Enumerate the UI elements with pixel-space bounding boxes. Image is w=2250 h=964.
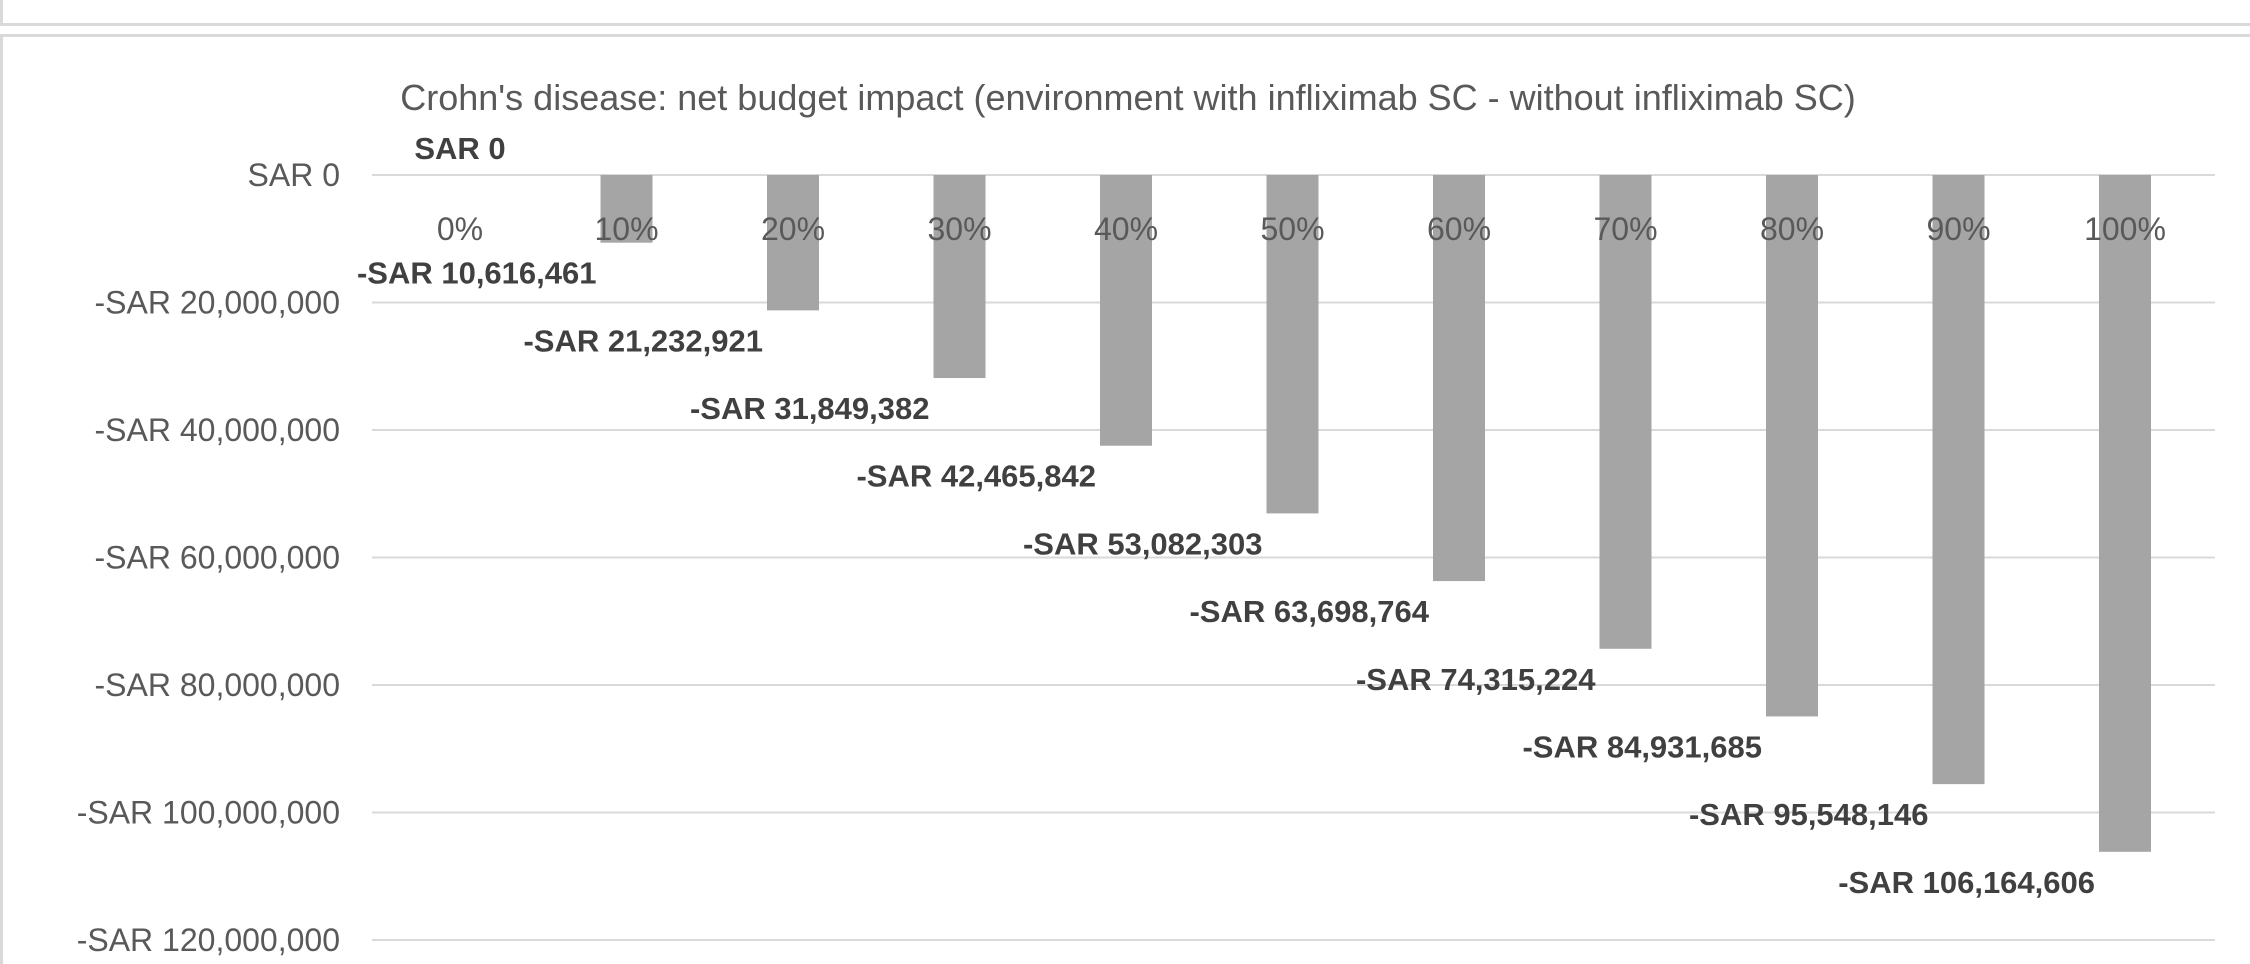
x-tick-label: 50% [1260, 211, 1324, 247]
x-tick-label: 20% [761, 211, 825, 247]
data-label: -SAR 63,698,764 [1189, 594, 1429, 629]
x-tick-label: 30% [927, 211, 991, 247]
y-tick-label: -SAR 100,000,000 [77, 795, 340, 831]
data-label: -SAR 95,548,146 [1689, 797, 1929, 832]
y-tick-label: -SAR 20,000,000 [95, 285, 341, 321]
previous-panel-edge [0, 0, 2250, 26]
x-tick-label: 0% [437, 211, 483, 247]
data-labels: SAR 0 -SAR 10,616,461 -SAR 21,232,921 -SAR … [357, 131, 2095, 900]
data-label: -SAR 10,616,461 [357, 256, 597, 291]
data-label: -SAR 106,164,606 [1838, 865, 2095, 900]
data-label: -SAR 42,465,842 [856, 459, 1096, 494]
x-tick-label: 100% [2084, 211, 2166, 247]
data-label: -SAR 74,315,224 [1356, 662, 1596, 697]
x-tick-label: 10% [594, 211, 658, 247]
bar [1766, 175, 1818, 717]
y-tick-label: SAR 0 [248, 157, 340, 193]
x-tick-label: 90% [1926, 211, 1990, 247]
bar [2099, 175, 2151, 852]
bar [1599, 175, 1652, 649]
data-label: -SAR 21,232,921 [523, 323, 763, 358]
bar [767, 175, 819, 311]
bar [600, 175, 653, 243]
y-tick-label: -SAR 120,000,000 [77, 922, 340, 958]
data-label: -SAR 31,849,382 [690, 391, 930, 426]
bar [1100, 175, 1152, 446]
data-label: -SAR 53,082,303 [1023, 526, 1263, 561]
data-label: SAR 0 [414, 131, 505, 166]
y-tick-label: -SAR 60,000,000 [95, 540, 341, 576]
bars [600, 175, 2151, 852]
data-label: -SAR 84,931,685 [1522, 729, 1762, 764]
x-tick-label: 80% [1760, 211, 1824, 247]
bar [1266, 175, 1319, 514]
y-tick-label: -SAR 80,000,000 [95, 667, 341, 703]
y-axis-ticks: SAR 0 -SAR 20,000,000 -SAR 40,000,000 -SAR … [77, 157, 340, 958]
x-axis-ticks: 0% 10% 20% 30% 40% 50% 60% 70% 80% 90% 100% [437, 211, 2166, 247]
x-tick-label: 70% [1593, 211, 1657, 247]
bar [1932, 175, 1985, 785]
bar [1433, 175, 1485, 582]
chart-title: Crohn's disease: net budget impact (envi… [400, 77, 1856, 118]
y-tick-label: -SAR 40,000,000 [95, 412, 341, 448]
x-tick-label: 60% [1427, 211, 1491, 247]
bar [933, 175, 986, 379]
x-tick-label: 40% [1094, 211, 1158, 247]
